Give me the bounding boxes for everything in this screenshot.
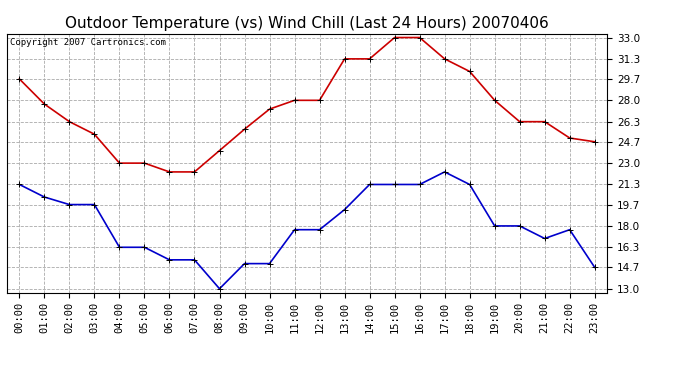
Title: Outdoor Temperature (vs) Wind Chill (Last 24 Hours) 20070406: Outdoor Temperature (vs) Wind Chill (Las… <box>65 16 549 31</box>
Text: Copyright 2007 Cartronics.com: Copyright 2007 Cartronics.com <box>10 38 166 46</box>
